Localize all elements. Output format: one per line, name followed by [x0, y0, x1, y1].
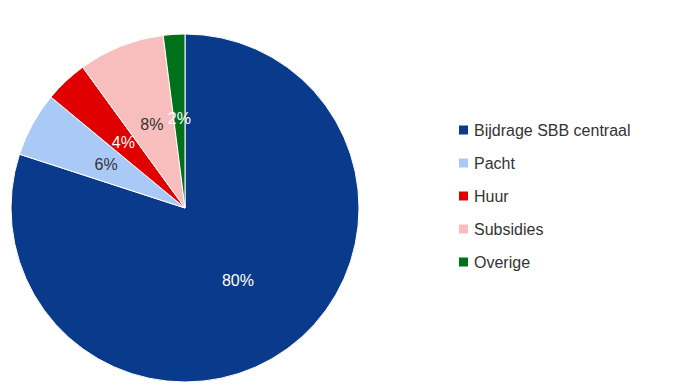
- svg-text:8%: 8%: [140, 116, 163, 133]
- svg-text:Subsidies: Subsidies: [474, 221, 543, 238]
- svg-text:4%: 4%: [112, 134, 135, 151]
- svg-text:80%: 80%: [222, 272, 254, 289]
- svg-text:6%: 6%: [95, 156, 118, 173]
- svg-text:2%: 2%: [168, 110, 191, 127]
- svg-text:Huur: Huur: [474, 188, 509, 205]
- svg-text:Pacht: Pacht: [474, 155, 515, 172]
- svg-text:Overige: Overige: [474, 254, 530, 271]
- svg-text:Bijdrage SBB centraal: Bijdrage SBB centraal: [474, 122, 631, 139]
